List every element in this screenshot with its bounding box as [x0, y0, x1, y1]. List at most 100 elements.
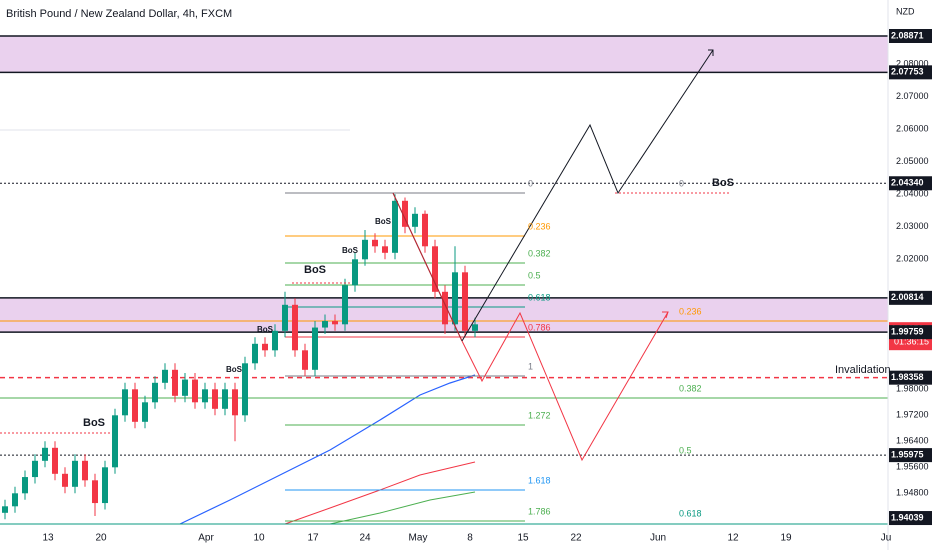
x-tick-label: Jun	[650, 533, 666, 544]
price-label: 1.98358	[891, 372, 924, 382]
candle-body	[122, 389, 128, 416]
candle-body	[192, 379, 198, 403]
candle-body	[142, 402, 148, 422]
candle-body	[472, 324, 478, 331]
candle-body	[92, 480, 98, 504]
price-label: 1.94039	[891, 512, 924, 522]
arrow-head	[662, 311, 669, 319]
chart-title: British Pound / New Zealand Dollar, 4h, …	[6, 8, 232, 20]
price-label-box	[889, 65, 932, 80]
price-label: 1.99759	[891, 327, 924, 337]
candle-body	[232, 389, 238, 416]
y-tick-label: 2.04000	[896, 189, 929, 199]
price-label: 2.07753	[891, 67, 924, 77]
annotation: BoS	[375, 217, 392, 226]
x-tick-label: Ju	[881, 533, 892, 544]
candle-body	[432, 246, 438, 292]
fib-label: 0	[528, 178, 533, 188]
candle-body	[212, 389, 218, 409]
countdown: 01:36:15	[894, 337, 929, 347]
annotation: BoS	[304, 264, 326, 276]
fib-label: 0.382	[679, 383, 702, 393]
y-tick-label: 1.98000	[896, 384, 929, 394]
x-tick-label: 13	[42, 533, 54, 544]
candle-body	[2, 506, 8, 513]
projection-path	[461, 49, 714, 342]
x-tick-label: 20	[95, 533, 107, 544]
candle-body	[152, 382, 158, 403]
arrow-head	[708, 49, 714, 56]
candle-body	[462, 272, 468, 331]
candle-body	[362, 239, 368, 260]
candle-body	[82, 460, 88, 481]
fib-label: 0	[679, 178, 684, 188]
fib-label: 1.272	[528, 410, 551, 420]
y-tick-label: 2.08000	[896, 59, 929, 69]
y-tick-label: 2.02000	[896, 254, 929, 264]
price-label: 1.95975	[891, 449, 924, 459]
candle-body	[382, 246, 388, 253]
candle-body	[52, 447, 58, 474]
candle-body	[442, 291, 448, 325]
price-label: 2.08871	[891, 30, 924, 40]
candle-body	[202, 389, 208, 403]
fib-label: 0.236	[679, 306, 702, 316]
y-tick-label: 2.05000	[896, 156, 929, 166]
candle-body	[402, 200, 408, 227]
fib-label: 1.786	[528, 506, 551, 516]
candle-body	[302, 350, 308, 370]
price-label-box	[889, 29, 932, 43]
annotation: BoS	[342, 246, 359, 255]
trend-line	[392, 192, 463, 342]
candle-body	[332, 321, 338, 325]
annotation: BoS	[83, 417, 105, 429]
price-label: 2.04340	[891, 178, 924, 188]
annotation: BoS	[712, 177, 734, 189]
x-tick-label: 22	[570, 533, 582, 544]
candle-body	[242, 363, 248, 416]
fib-label: 1	[528, 361, 533, 371]
price-label: 2.00814	[891, 292, 924, 302]
price-label-box	[889, 290, 932, 305]
candle-body	[112, 415, 118, 468]
candle-body	[282, 304, 288, 331]
candle-body	[22, 477, 28, 494]
candle-body	[32, 460, 38, 478]
y-tick-label: 2.06000	[896, 124, 929, 134]
price-label-box	[889, 325, 932, 340]
candle-body	[422, 213, 428, 247]
fib-label: 0.786	[528, 322, 551, 332]
annotation: Invalidation	[835, 364, 891, 376]
candle-body	[452, 272, 458, 325]
projection-path	[461, 311, 669, 462]
fib-label: 0.382	[528, 248, 551, 258]
candle-body	[352, 259, 358, 286]
candle-body	[162, 369, 168, 383]
fib-label: 0.618	[528, 292, 551, 302]
y-tick-label: 2.03000	[896, 221, 929, 231]
x-tick-label: 19	[780, 533, 792, 544]
candle-body	[262, 343, 268, 351]
x-tick-label: Apr	[198, 533, 214, 544]
annotation: BoS	[257, 325, 274, 334]
price-label-box	[889, 511, 932, 526]
candle-body	[372, 239, 378, 247]
x-tick-label: May	[409, 533, 428, 544]
price-label-box	[889, 448, 932, 463]
candle-body	[392, 200, 398, 253]
candle-body	[222, 389, 228, 409]
candle-body	[172, 369, 178, 396]
fib-label: 0.5	[679, 445, 692, 455]
candle-body	[412, 213, 418, 227]
fib-label: 1.618	[528, 475, 551, 485]
x-tick-label: 8	[467, 533, 473, 544]
y-tick-label: 2.07000	[896, 91, 929, 101]
annotation: BoS	[226, 365, 243, 374]
currency: NZD	[896, 6, 915, 16]
y-tick-label: 1.97200	[896, 410, 929, 420]
candle-body	[42, 447, 48, 461]
candle-body	[62, 473, 68, 487]
price-label-box	[889, 176, 932, 191]
x-tick-label: 24	[359, 533, 371, 544]
